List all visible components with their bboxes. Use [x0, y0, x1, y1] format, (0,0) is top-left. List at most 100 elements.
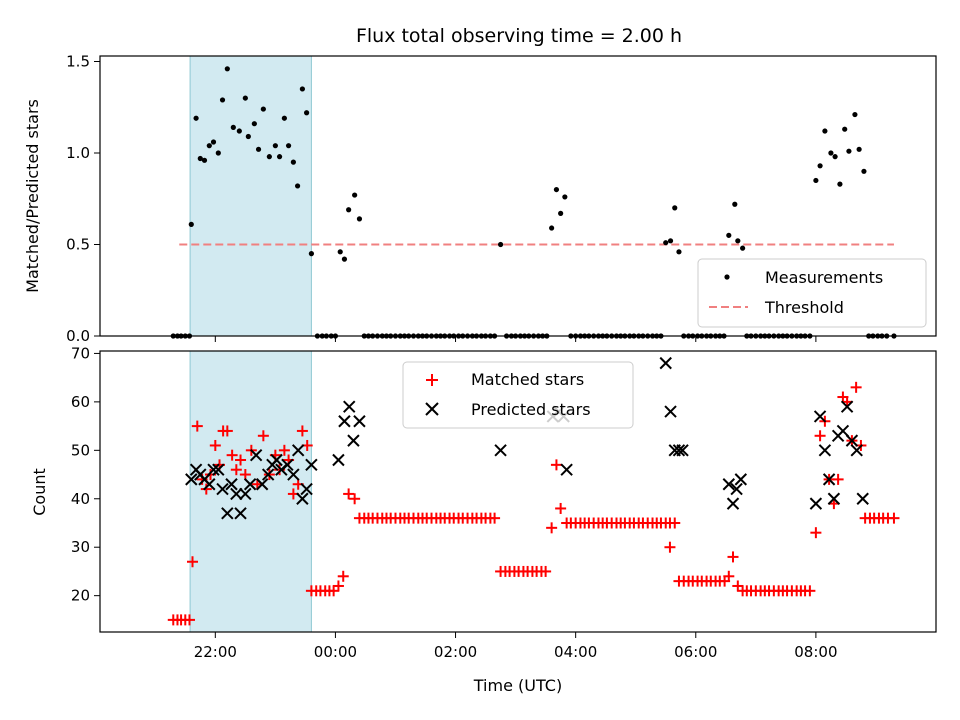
matched-stars-point [810, 527, 822, 539]
measurement-point [663, 240, 669, 246]
predicted-stars-point [234, 507, 247, 520]
matched-stars-point [235, 454, 247, 466]
y-tick-label: 40 [71, 490, 90, 508]
measurement-point [281, 115, 287, 121]
measurement-point [735, 238, 741, 244]
predicted-stars-point [664, 405, 677, 418]
measurement-point [813, 177, 819, 184]
measurement-point [672, 205, 678, 211]
matched-stars-point [555, 502, 567, 514]
predicted-stars-point [840, 400, 854, 413]
x-tick-label: 02:00 [434, 643, 477, 661]
y-tick-label: 30 [71, 538, 90, 556]
matched-stars-point [186, 556, 198, 568]
measurement-point [260, 106, 266, 112]
predicted-stars-point [243, 478, 257, 491]
matched-stars-point [349, 493, 361, 505]
measurement-point [549, 225, 555, 231]
predicted-stars-point [343, 400, 356, 413]
predicted-stars-point [281, 458, 294, 472]
predicted-stars-point [827, 492, 841, 505]
matched-stars-point [804, 585, 816, 597]
predicted-stars-point [255, 478, 269, 491]
y-tick-label: 50 [71, 441, 90, 459]
measurement-point [206, 143, 212, 149]
predicted-stars-point [212, 463, 225, 476]
matched-stars-point [200, 483, 212, 495]
predicted-stars-point [672, 444, 686, 457]
predicted-stars-point [207, 463, 220, 476]
legend-label-measurements: Measurements [765, 268, 883, 287]
matched-stars-point [832, 473, 844, 485]
predicted-stars-point [296, 492, 309, 505]
x-tick-label: 06:00 [674, 643, 717, 661]
predicted-stars-point [809, 497, 823, 510]
count-panel-frame [99, 350, 937, 633]
measurement-point [294, 183, 301, 189]
predicted-stars-point [338, 415, 351, 428]
matched-stars-point [230, 464, 242, 476]
measurement-point [497, 241, 504, 248]
matched-stars-point [850, 381, 862, 393]
matched-stars-point [814, 430, 826, 442]
x-tick-label: 04:00 [554, 643, 597, 661]
predicted-stars-point [300, 482, 313, 496]
predicted-stars-point [347, 434, 360, 447]
matched-stars-point [540, 565, 552, 577]
matched-stars-point [489, 512, 501, 524]
predicted-stars-point [845, 434, 859, 447]
measurement-point [266, 154, 272, 160]
matched-stars-point [296, 425, 308, 437]
y-tick-label: 20 [71, 587, 90, 605]
predicted-stars-point [225, 478, 238, 491]
ratio-legend: Measurements Threshold [697, 258, 927, 328]
measurement-point [245, 133, 251, 140]
predicted-stars-point [676, 444, 689, 457]
legend-marker-predicted [425, 402, 439, 416]
legend-label-matched: Matched stars [471, 370, 584, 389]
y-tick-label: 60 [71, 393, 90, 411]
matched-stars-point [888, 512, 900, 524]
matched-stars-point [183, 614, 195, 626]
matched-stars-point [332, 580, 344, 592]
predicted-stars-point [203, 478, 216, 491]
predicted-stars-point [332, 453, 345, 467]
count-legend: Matched stars Predicted stars [402, 361, 634, 429]
predicted-stars-point [836, 424, 850, 438]
predicted-stars-point [494, 444, 507, 457]
legend-marker-matched [426, 374, 438, 386]
matched-stars-point [669, 517, 681, 529]
matched-stars-point [727, 551, 739, 563]
matched-stars-point [191, 420, 203, 432]
measurement-point [219, 97, 226, 103]
matched-stars-point [257, 430, 269, 442]
measurement-point [726, 232, 732, 238]
predicted-stars-point [249, 448, 263, 462]
chart-title: Flux total observing time = 2.00 h [356, 25, 682, 47]
predicted-stars-point [722, 478, 736, 491]
measurement-point [276, 154, 283, 160]
predicted-stars-point [560, 463, 573, 476]
shaded-interval [189, 350, 312, 633]
predicted-stars-point [726, 497, 740, 510]
measurement-point [828, 150, 834, 156]
measurement-point [224, 66, 230, 72]
measurement-point [346, 207, 352, 213]
predicted-stars-point [216, 482, 229, 496]
measurement-point [667, 238, 674, 244]
predicted-stars-point [239, 487, 252, 501]
measurement-point [861, 168, 867, 174]
measurement-point [740, 245, 746, 251]
measurement-point [856, 146, 862, 152]
predicted-stars-point [818, 444, 832, 457]
y-tick-label: 1.0 [66, 144, 90, 162]
predicted-stars-point [813, 410, 827, 423]
predicted-stars-point [353, 415, 366, 428]
measurement-point [210, 139, 217, 145]
matched-stars-point [226, 449, 238, 461]
predicted-stars-point [287, 468, 300, 481]
measurement-point [303, 110, 310, 116]
measurement-point [236, 128, 242, 134]
ratio-panel-frame [99, 55, 937, 337]
y-tick-label: 0.0 [66, 327, 90, 345]
